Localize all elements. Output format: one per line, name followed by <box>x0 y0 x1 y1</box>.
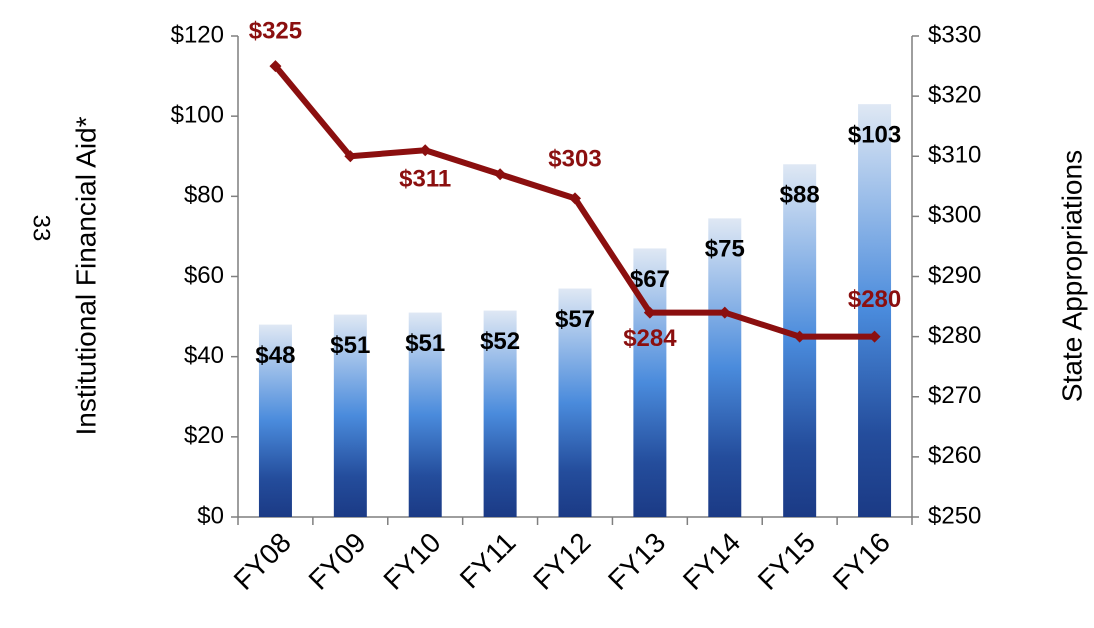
line-marker <box>269 60 282 73</box>
line-marker <box>494 168 507 181</box>
bar-value-label: $48 <box>255 342 295 369</box>
y2-tick-label: $270 <box>928 382 981 409</box>
y2-tick-label: $330 <box>928 21 981 48</box>
y-tick-label: $80 <box>184 182 224 209</box>
page-number: 33 <box>28 215 55 242</box>
x-tick-label: FY13 <box>602 527 671 596</box>
line-marker <box>569 192 581 205</box>
x-tick-label: FY09 <box>303 527 372 596</box>
line-value-label: $280 <box>848 286 901 313</box>
x-tick-label: FY08 <box>228 527 297 596</box>
line-value-label: $284 <box>623 325 677 352</box>
y2-tick-label: $250 <box>928 502 981 529</box>
line-marker <box>793 330 806 343</box>
y-tick-label: $20 <box>184 422 224 449</box>
bar-value-label: $51 <box>330 332 370 359</box>
y2-tick-label: $260 <box>928 442 981 469</box>
x-tick-label: FY12 <box>527 527 596 596</box>
line-marker <box>718 306 731 319</box>
y-tick-label: $40 <box>184 342 224 369</box>
line-marker <box>643 306 656 319</box>
y-tick-label: $100 <box>171 102 224 129</box>
line-marker <box>419 144 432 157</box>
bar-value-label: $103 <box>848 121 901 148</box>
y-tick-label: $120 <box>171 21 224 48</box>
y2-tick-label: $290 <box>928 262 981 289</box>
bar <box>333 314 367 517</box>
bar-value-label: $88 <box>780 182 820 209</box>
x-tick-label: FY10 <box>377 527 446 596</box>
line-marker <box>868 330 881 343</box>
bar-value-label: $51 <box>405 330 445 357</box>
y2-tick-label: $310 <box>928 142 981 169</box>
y2-tick-label: $320 <box>928 81 981 108</box>
y2-tick-label: $300 <box>928 202 981 229</box>
bar-value-label: $52 <box>480 328 520 355</box>
bar-value-label: $57 <box>555 306 595 333</box>
y2-axis-title: State Appropriations <box>1056 150 1087 402</box>
x-tick-label: FY14 <box>677 527 746 596</box>
y2-tick-label: $280 <box>928 322 981 349</box>
bar <box>858 104 892 518</box>
y-tick-label: $60 <box>184 262 224 289</box>
bar <box>558 288 592 517</box>
line-marker <box>344 150 357 163</box>
y-tick-label: $0 <box>197 502 224 529</box>
bar <box>708 218 742 518</box>
line-value-label: $303 <box>548 146 601 173</box>
bar-value-label: $75 <box>705 236 745 263</box>
line-value-label: $311 <box>399 166 451 193</box>
bar <box>483 310 517 517</box>
x-tick-label: FY11 <box>454 527 522 595</box>
y-axis-title: Institutional Financial Aid* <box>70 116 101 435</box>
x-tick-label: FY16 <box>827 527 896 596</box>
x-tick-label: FY15 <box>752 527 821 596</box>
bar <box>258 324 292 517</box>
bar <box>408 312 442 517</box>
line-value-label: $325 <box>249 17 302 44</box>
